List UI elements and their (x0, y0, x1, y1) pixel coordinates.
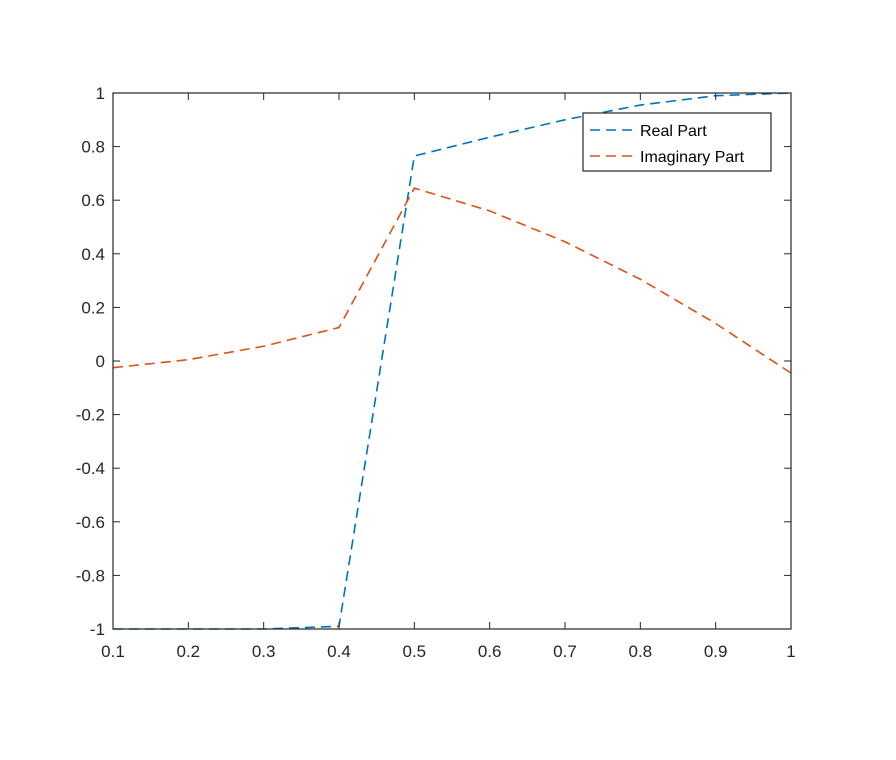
y-tick-label: 0.6 (81, 191, 105, 210)
legend-label: Real Part (640, 123, 707, 140)
x-tick-label: 0.6 (478, 642, 502, 661)
legend-label: Imaginary Part (640, 149, 745, 166)
x-tick-label: 0.5 (403, 642, 427, 661)
y-tick-label: 0.8 (81, 138, 105, 157)
y-tick-label: -0.2 (76, 406, 105, 425)
x-tick-label: 0.8 (629, 642, 653, 661)
x-tick-label: 0.1 (101, 642, 125, 661)
y-tick-label: -0.8 (76, 566, 105, 585)
axis-ticks: 0.1 0.2 0.3 0.4 0.5 0.6 0.7 0.8 0.9 1 -1 -0.8 -0.6 -0… (76, 84, 796, 661)
y-tick-label: 0.2 (81, 298, 105, 317)
legend-box (582, 112, 772, 172)
y-tick-label: -1 (90, 620, 105, 639)
series-line-imaginary-part (112, 187, 792, 374)
y-tick-label: -0.6 (76, 513, 105, 532)
x-tick-label: 0.2 (177, 642, 201, 661)
y-tick-label: 0.4 (81, 245, 105, 264)
plot-area (113, 93, 791, 629)
legend: Real Part Imaginary Part (582, 112, 772, 172)
y-tick-label: 0 (96, 352, 105, 371)
x-tick-label: 1 (786, 642, 795, 661)
y-tick-label: 1 (96, 84, 105, 103)
y-tick-label: -0.4 (76, 459, 105, 478)
x-tick-label: 0.7 (553, 642, 577, 661)
x-tick-label: 0.4 (327, 642, 351, 661)
x-tick-label: 0.9 (704, 642, 728, 661)
x-tick-label: 0.3 (252, 642, 276, 661)
